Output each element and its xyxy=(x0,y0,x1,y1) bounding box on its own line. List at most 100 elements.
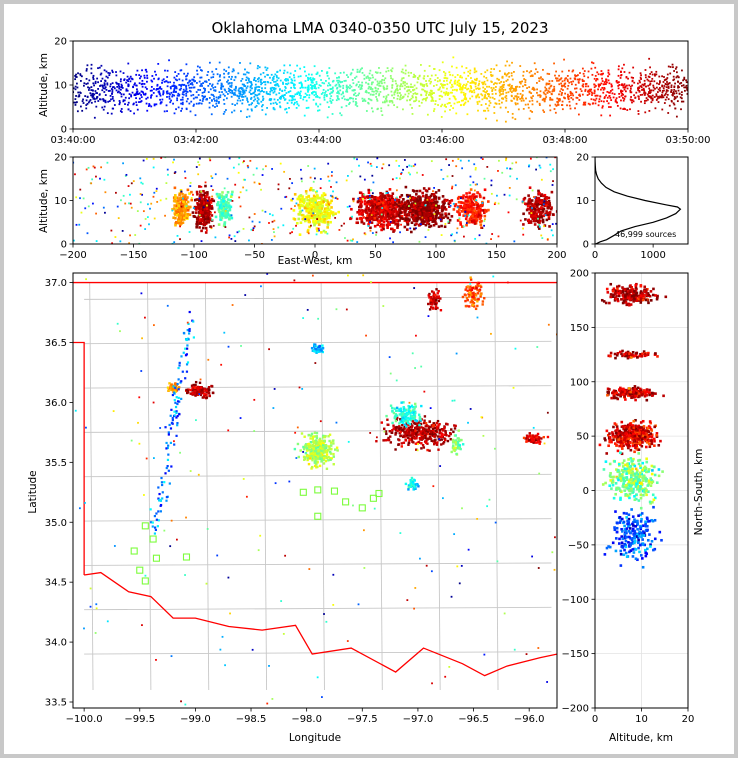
source-point xyxy=(597,104,600,107)
source-point xyxy=(508,83,511,86)
source-point xyxy=(418,211,422,215)
source-point xyxy=(324,212,327,216)
source-point xyxy=(377,204,380,208)
source-point xyxy=(231,103,234,105)
source-point xyxy=(611,85,613,87)
source-point xyxy=(218,193,221,196)
source-point xyxy=(269,98,271,100)
source-point xyxy=(432,85,435,87)
source-point xyxy=(404,201,408,205)
source-point xyxy=(186,212,190,216)
source-point xyxy=(575,96,578,99)
source-point xyxy=(608,91,611,94)
source-point xyxy=(289,64,291,67)
source-point xyxy=(199,193,202,196)
source-point xyxy=(495,102,498,105)
source-point xyxy=(630,76,633,79)
source-point xyxy=(410,204,413,207)
source-point xyxy=(449,73,452,76)
source-point xyxy=(309,77,312,80)
source-point xyxy=(498,70,501,72)
source-point xyxy=(316,211,320,215)
source-point xyxy=(271,79,274,82)
source-point xyxy=(420,83,422,86)
source-point xyxy=(473,68,476,71)
source-point xyxy=(126,103,129,106)
source-point xyxy=(94,90,97,92)
source-point xyxy=(293,79,296,82)
source-point xyxy=(334,84,337,87)
source-point xyxy=(412,89,415,92)
source-point xyxy=(663,85,666,87)
source-point xyxy=(416,92,419,95)
source-point xyxy=(447,212,451,216)
source-point xyxy=(368,216,372,220)
source-point xyxy=(136,108,139,111)
source-point xyxy=(460,99,463,102)
source-point xyxy=(420,64,422,66)
source-point xyxy=(463,205,466,208)
source-point xyxy=(317,86,320,89)
source-point xyxy=(648,83,651,86)
source-point xyxy=(292,227,295,230)
source-point xyxy=(647,79,650,82)
source-point xyxy=(318,74,321,77)
source-point xyxy=(666,83,669,86)
source-point xyxy=(371,206,374,210)
source-point xyxy=(312,219,315,223)
source-point xyxy=(529,221,533,224)
source-point xyxy=(260,90,263,92)
source-point xyxy=(495,64,498,67)
source-point xyxy=(538,192,541,195)
source-point xyxy=(197,94,200,96)
source-point xyxy=(545,96,548,98)
source-point xyxy=(374,212,377,216)
source-point xyxy=(254,86,257,89)
source-point xyxy=(431,98,434,101)
source-point xyxy=(459,76,462,79)
source-point xyxy=(197,211,201,214)
source-point xyxy=(387,69,390,72)
source-point xyxy=(305,107,308,109)
source-point xyxy=(430,74,433,77)
source-point xyxy=(381,82,383,85)
source-point xyxy=(471,95,474,98)
source-point xyxy=(469,210,473,214)
source-point xyxy=(425,97,428,100)
source-point xyxy=(119,70,122,73)
source-point xyxy=(395,213,398,216)
source-point xyxy=(204,226,208,230)
source-point xyxy=(159,101,162,104)
source-point xyxy=(601,77,603,80)
source-point xyxy=(250,108,253,111)
source-point xyxy=(480,226,483,229)
source-point xyxy=(319,209,323,213)
source-point xyxy=(568,104,571,107)
source-point xyxy=(474,189,476,192)
source-point xyxy=(260,105,263,108)
source-point xyxy=(367,87,370,90)
source-point xyxy=(637,82,639,85)
source-point xyxy=(356,200,360,203)
source-point xyxy=(382,220,386,224)
source-point xyxy=(421,191,424,195)
source-point xyxy=(213,95,215,98)
source-point xyxy=(642,88,645,91)
source-point xyxy=(389,75,392,77)
source-point xyxy=(251,83,253,86)
source-point xyxy=(172,199,176,203)
source-point xyxy=(234,240,237,242)
source-point xyxy=(402,198,405,201)
source-point xyxy=(338,83,341,86)
source-point xyxy=(269,81,272,84)
source-point xyxy=(411,113,414,115)
source-point xyxy=(90,63,93,66)
source-point xyxy=(274,73,277,76)
source-point xyxy=(446,83,449,86)
source-point xyxy=(499,86,502,89)
source-point xyxy=(252,99,255,102)
source-point xyxy=(411,96,414,99)
source-point xyxy=(371,88,374,90)
source-point xyxy=(561,108,564,111)
source-point xyxy=(404,72,407,75)
